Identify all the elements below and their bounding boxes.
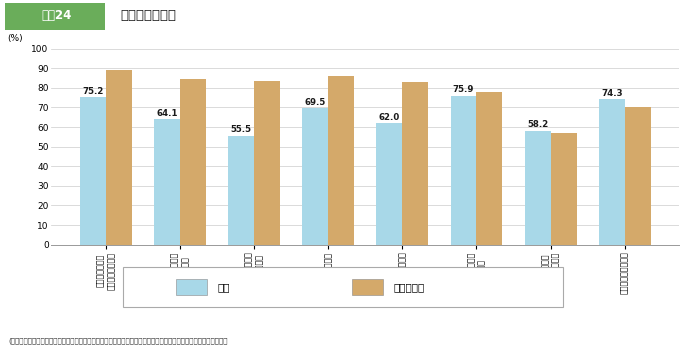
Bar (451, 96, 477, 245)
FancyBboxPatch shape (176, 279, 207, 295)
Text: 64.1: 64.1 (156, 109, 178, 118)
Bar (254, 81, 280, 245)
Bar (80, 97, 106, 245)
Text: (%): (%) (8, 34, 23, 43)
Bar (403, 82, 428, 245)
Text: 74.3: 74.3 (601, 88, 622, 98)
Bar (377, 123, 403, 245)
FancyBboxPatch shape (123, 267, 563, 307)
Bar (625, 108, 650, 245)
Text: 75.9: 75.9 (453, 85, 474, 94)
Bar (525, 130, 551, 245)
Bar (477, 92, 502, 245)
Text: 75.2: 75.2 (82, 87, 104, 96)
Text: 日本: 日本 (218, 282, 230, 292)
Bar (106, 70, 132, 245)
Text: 図表24: 図表24 (41, 9, 71, 22)
Text: 69.5: 69.5 (305, 98, 326, 107)
Bar (180, 79, 206, 245)
Bar (328, 76, 354, 245)
Text: 55.5: 55.5 (230, 126, 252, 134)
Text: 62.0: 62.0 (379, 113, 400, 122)
Bar (154, 119, 180, 245)
Bar (303, 108, 328, 245)
FancyBboxPatch shape (352, 279, 383, 295)
Text: 58.2: 58.2 (527, 120, 548, 129)
Bar (551, 133, 576, 245)
Bar (228, 136, 254, 245)
Text: (注）各項目において「意義があった（ある）」「どちらかといえば意義があった（ある）」と回答した者の合計。: (注）各項目において「意義があった（ある）」「どちらかといえば意義があった（ある… (8, 337, 228, 344)
Bar (599, 99, 625, 245)
FancyBboxPatch shape (5, 3, 105, 30)
Text: 諸外国平均: 諸外国平均 (394, 282, 425, 292)
Text: 学校に通う意義: 学校に通う意義 (120, 9, 176, 22)
